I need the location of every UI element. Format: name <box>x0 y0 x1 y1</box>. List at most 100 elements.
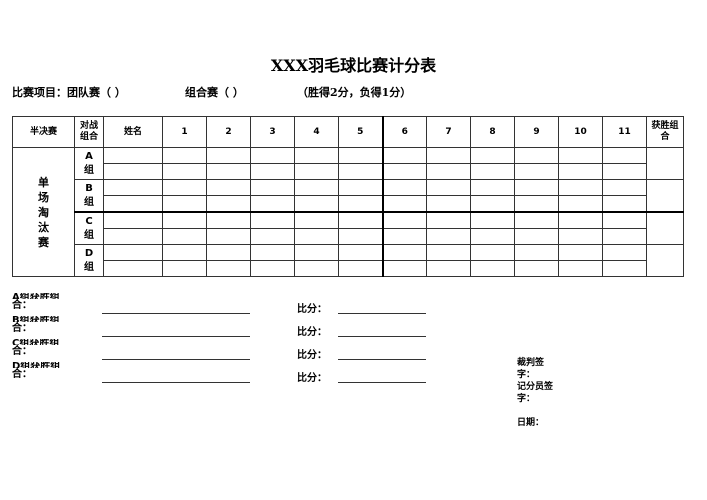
point-cell[interactable] <box>514 147 559 164</box>
name-input-cell[interactable] <box>103 147 163 164</box>
point-cell[interactable] <box>602 211 647 229</box>
point-cell[interactable] <box>514 228 559 245</box>
point-cell[interactable] <box>558 147 603 164</box>
point-cell[interactable] <box>514 211 559 229</box>
point-cell[interactable] <box>250 260 295 277</box>
point-cell[interactable] <box>558 179 603 196</box>
point-cell[interactable] <box>426 195 471 213</box>
point-cell[interactable] <box>162 163 207 180</box>
point-cell[interactable] <box>338 147 383 164</box>
point-cell[interactable] <box>381 147 427 164</box>
point-cell[interactable] <box>426 228 471 245</box>
winner-input-line[interactable] <box>102 313 250 314</box>
point-cell[interactable] <box>602 244 647 261</box>
point-cell[interactable] <box>162 147 207 164</box>
point-cell[interactable] <box>294 179 339 196</box>
point-cell[interactable] <box>381 163 427 180</box>
point-cell[interactable] <box>602 260 647 277</box>
point-cell[interactable] <box>602 147 647 164</box>
point-cell[interactable] <box>162 244 207 261</box>
point-cell[interactable] <box>338 179 383 196</box>
winner-input-line[interactable] <box>102 336 250 337</box>
winner-cell[interactable] <box>646 244 684 277</box>
name-input-cell[interactable] <box>103 179 163 196</box>
winner-cell[interactable] <box>646 179 684 213</box>
point-cell[interactable] <box>558 163 603 180</box>
point-cell[interactable] <box>294 260 339 277</box>
name-input-cell[interactable] <box>103 228 163 245</box>
point-cell[interactable] <box>381 211 427 229</box>
point-cell[interactable] <box>338 211 383 229</box>
point-cell[interactable] <box>426 179 471 196</box>
winner-cell[interactable] <box>646 211 684 245</box>
point-cell[interactable] <box>250 179 295 196</box>
point-cell[interactable] <box>250 195 295 213</box>
point-cell[interactable] <box>250 147 295 164</box>
point-cell[interactable] <box>470 211 515 229</box>
point-cell[interactable] <box>294 228 339 245</box>
point-cell[interactable] <box>162 211 207 229</box>
point-cell[interactable] <box>470 244 515 261</box>
point-cell[interactable] <box>162 228 207 245</box>
point-cell[interactable] <box>206 179 251 196</box>
point-cell[interactable] <box>558 244 603 261</box>
point-cell[interactable] <box>294 195 339 213</box>
point-cell[interactable] <box>250 211 295 229</box>
point-cell[interactable] <box>294 211 339 229</box>
score-input-line[interactable] <box>338 336 426 337</box>
point-cell[interactable] <box>206 195 251 213</box>
point-cell[interactable] <box>426 260 471 277</box>
point-cell[interactable] <box>294 147 339 164</box>
point-cell[interactable] <box>514 260 559 277</box>
point-cell[interactable] <box>470 163 515 180</box>
point-cell[interactable] <box>206 260 251 277</box>
point-cell[interactable] <box>206 228 251 245</box>
name-input-cell[interactable] <box>103 195 163 213</box>
point-cell[interactable] <box>426 163 471 180</box>
point-cell[interactable] <box>162 195 207 213</box>
point-cell[interactable] <box>250 163 295 180</box>
point-cell[interactable] <box>470 195 515 213</box>
point-cell[interactable] <box>602 163 647 180</box>
point-cell[interactable] <box>162 260 207 277</box>
point-cell[interactable] <box>250 244 295 261</box>
winner-input-line[interactable] <box>102 359 250 360</box>
point-cell[interactable] <box>381 179 427 196</box>
point-cell[interactable] <box>338 260 383 277</box>
point-cell[interactable] <box>558 195 603 213</box>
point-cell[interactable] <box>514 163 559 180</box>
point-cell[interactable] <box>206 211 251 229</box>
point-cell[interactable] <box>602 195 647 213</box>
point-cell[interactable] <box>514 244 559 261</box>
point-cell[interactable] <box>206 244 251 261</box>
name-input-cell[interactable] <box>103 163 163 180</box>
point-cell[interactable] <box>338 163 383 180</box>
point-cell[interactable] <box>381 244 427 261</box>
point-cell[interactable] <box>514 179 559 196</box>
point-cell[interactable] <box>558 260 603 277</box>
point-cell[interactable] <box>426 211 471 229</box>
point-cell[interactable] <box>250 228 295 245</box>
winner-input-line[interactable] <box>102 382 250 383</box>
point-cell[interactable] <box>470 179 515 196</box>
point-cell[interactable] <box>338 244 383 261</box>
score-input-line[interactable] <box>338 382 426 383</box>
point-cell[interactable] <box>426 244 471 261</box>
winner-cell[interactable] <box>646 147 684 180</box>
name-input-cell[interactable] <box>103 260 163 277</box>
point-cell[interactable] <box>558 228 603 245</box>
point-cell[interactable] <box>602 179 647 196</box>
point-cell[interactable] <box>162 179 207 196</box>
point-cell[interactable] <box>381 195 427 213</box>
score-input-line[interactable] <box>338 313 426 314</box>
point-cell[interactable] <box>514 195 559 213</box>
point-cell[interactable] <box>602 228 647 245</box>
point-cell[interactable] <box>381 260 427 277</box>
point-cell[interactable] <box>206 163 251 180</box>
score-input-line[interactable] <box>338 359 426 360</box>
point-cell[interactable] <box>470 228 515 245</box>
point-cell[interactable] <box>381 228 427 245</box>
point-cell[interactable] <box>338 195 383 213</box>
point-cell[interactable] <box>294 163 339 180</box>
point-cell[interactable] <box>426 147 471 164</box>
